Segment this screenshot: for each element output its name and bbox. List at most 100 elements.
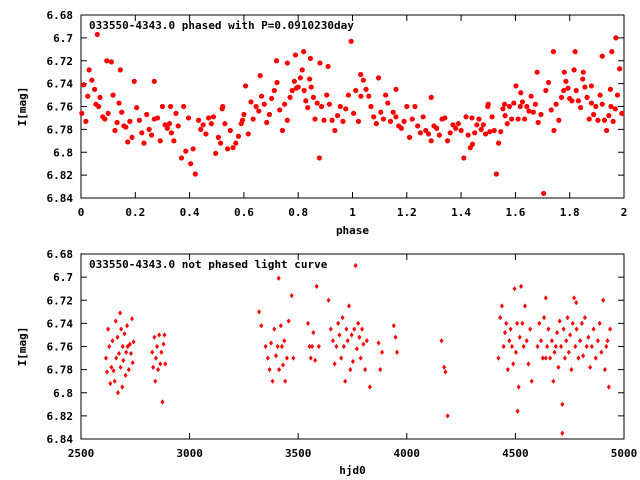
data-point	[337, 103, 343, 110]
y-tick-label: 6.7	[53, 32, 73, 45]
data-point	[541, 190, 547, 197]
data-point	[570, 320, 575, 326]
data-point	[264, 119, 270, 126]
data-point	[442, 115, 448, 121]
data-point	[367, 384, 372, 390]
x-tick-label: 5000	[611, 447, 638, 460]
data-point	[568, 332, 573, 338]
data-point	[151, 78, 157, 84]
data-point	[347, 303, 352, 309]
data-point	[277, 367, 282, 373]
data-point	[157, 332, 162, 338]
data-point	[127, 118, 133, 124]
data-point	[275, 343, 280, 350]
data-point	[474, 122, 480, 128]
data-point	[354, 346, 359, 352]
data-point	[447, 130, 453, 136]
data-point	[153, 378, 158, 384]
data-point	[272, 326, 277, 332]
data-point	[162, 332, 167, 338]
y-tick-label: 6.72	[47, 55, 74, 68]
data-point	[314, 283, 319, 289]
data-point	[453, 125, 459, 131]
data-point	[268, 95, 275, 102]
data-point	[476, 116, 482, 122]
data-point	[360, 326, 365, 332]
data-point	[526, 108, 532, 114]
y-tick-label: 6.84	[47, 433, 74, 446]
data-point	[524, 103, 530, 110]
data-point	[417, 130, 423, 136]
data-point	[258, 93, 265, 99]
data-point	[324, 92, 330, 98]
data-point	[127, 341, 132, 347]
y-tick-label: 6.78	[47, 364, 74, 377]
data-point	[373, 121, 379, 127]
data-point	[455, 121, 461, 127]
data-point	[387, 118, 394, 124]
data-point	[155, 343, 160, 350]
data-point	[543, 355, 548, 361]
data-point	[586, 116, 592, 122]
data-point	[310, 94, 317, 100]
data-point	[376, 340, 381, 346]
data-point	[330, 338, 335, 344]
data-point	[363, 86, 369, 92]
data-point	[213, 150, 219, 156]
data-point	[378, 109, 384, 115]
data-point	[537, 320, 542, 326]
data-point	[350, 110, 357, 116]
data-point	[242, 83, 249, 89]
data-point	[517, 103, 523, 110]
data-point	[569, 98, 575, 104]
data-point	[311, 330, 316, 336]
data-point	[508, 326, 513, 332]
data-point	[415, 123, 421, 129]
data-point	[485, 101, 491, 107]
data-point	[166, 121, 173, 127]
data-point	[200, 122, 206, 128]
phased-light-curve-plot: phase I[mag] 6.68 6.7 6.72 6.74 6.76 6.78 6.8 6…	[16, 9, 627, 237]
data-point	[549, 338, 554, 344]
data-point	[303, 98, 309, 104]
data-point	[353, 87, 359, 94]
data-point	[130, 316, 135, 322]
data-point	[109, 364, 114, 370]
data-point	[563, 78, 569, 84]
data-point	[341, 343, 346, 350]
data-point	[151, 364, 156, 370]
data-point	[321, 117, 327, 123]
data-point	[580, 69, 586, 75]
data-point	[445, 413, 450, 419]
data-point	[353, 262, 358, 269]
data-point	[117, 350, 122, 357]
x-tick-label: 0.2	[125, 206, 145, 219]
data-point	[336, 320, 341, 326]
data-point	[188, 161, 194, 167]
data-point	[550, 49, 557, 55]
data-point	[502, 113, 508, 119]
data-point	[284, 117, 290, 123]
data-point	[168, 130, 175, 136]
data-point	[439, 338, 444, 344]
data-point	[348, 38, 354, 44]
data-point	[571, 67, 577, 73]
data-point	[574, 299, 579, 306]
data-point	[458, 127, 464, 134]
data-point	[517, 334, 522, 340]
data-point	[257, 309, 262, 315]
data-point	[123, 124, 129, 130]
y-tick-label: 6.74	[47, 78, 74, 91]
x-tick-label: 3000	[176, 447, 203, 460]
data-point	[171, 138, 177, 144]
data-point	[239, 117, 246, 123]
data-point	[515, 116, 521, 122]
data-point	[345, 338, 350, 344]
data-point	[487, 129, 493, 135]
data-points	[103, 262, 613, 436]
data-point	[250, 116, 256, 122]
data-point	[548, 355, 553, 361]
data-point	[152, 334, 157, 340]
data-point	[108, 59, 115, 65]
data-point	[318, 103, 325, 110]
